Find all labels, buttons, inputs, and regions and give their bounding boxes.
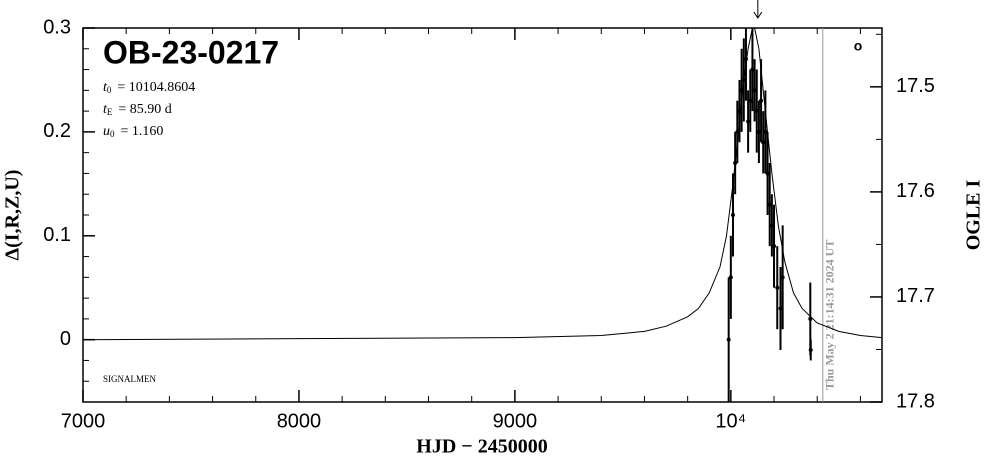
x-tick-label: 7000 [61,410,106,432]
parameter-value: = 1.160 [121,124,164,139]
data-point [780,275,785,280]
parameter: u0 = 1.160 [103,124,163,139]
y2-tick-label: 17.5 [896,75,935,97]
parameter: tE = 85.90 d [103,102,172,117]
x-tick-label: 9000 [493,410,538,432]
data-point [772,244,777,249]
parameter-value: = 10104.8604 [117,80,195,95]
data-point [769,223,774,228]
data-point [778,306,783,311]
data-point [735,129,740,134]
parameter-value: = 85.90 d [118,102,171,117]
data-point [763,129,768,134]
note: SIGNALMEN [103,374,156,384]
y-tick-label: 0.1 [43,224,71,246]
parameter-subscript: 0 [110,129,115,139]
data-point [726,337,731,342]
parameter-symbol: t [103,80,108,95]
y2-tick-label: 17.8 [896,390,935,412]
y2-axis-label: OGLE I [963,179,985,250]
parameter-symbol: u [103,124,110,139]
parameter-symbol: t [103,102,108,117]
timestamp: Thu May 2 21:14:31 2024 UT [823,240,837,390]
data-point [748,98,753,103]
parameter-subscript: E [107,107,113,117]
data-point [752,88,757,93]
data-point [750,67,755,72]
chart-title: OB-23-0217 [103,34,279,70]
y-tick-label: 0.3 [43,16,71,38]
parameter-subscript: 0 [107,85,112,95]
parameter: t0 = 10104.8604 [103,80,195,95]
data-point [775,285,780,290]
y-axis-label: Δ(I,R,Z,U) [2,170,24,261]
y2-tick-label: 17.7 [896,285,935,307]
x-axis-label: HJD − 2450000 [416,436,547,458]
data-point [728,275,733,280]
data-point [765,171,770,176]
data-point [730,213,735,217]
y-tick-label: 0.2 [43,120,71,142]
data-point [739,88,744,93]
data-point [733,161,738,166]
x-tick-label: 10⁴ [715,410,746,432]
data-point [741,77,746,82]
data-point [754,109,759,114]
data-point [756,129,761,134]
data-point [767,202,772,207]
y-tick-label: 0 [60,328,71,350]
data-point [808,348,813,353]
data-point [743,57,748,62]
peak-arrow [753,0,763,19]
x-tick-label: 8000 [277,410,322,432]
data-point [746,119,751,124]
data-point [808,316,813,321]
y2-tick-label: 17.6 [896,180,935,202]
data-point [737,109,742,114]
data-point [759,98,764,103]
data-point [761,140,766,145]
model-curve [82,27,883,341]
symbol: o [854,38,863,54]
